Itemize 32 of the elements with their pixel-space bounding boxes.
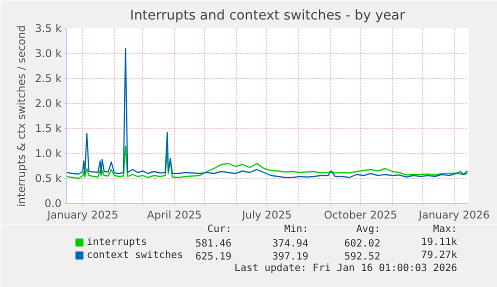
y-tick-label: 3.5 k <box>34 22 62 35</box>
legend-label: context switches <box>86 250 184 261</box>
x-tick-label: April 2025 <box>146 208 202 222</box>
text: Cur: <box>207 224 232 235</box>
text: 19.11k <box>421 237 458 248</box>
line-series <box>66 48 468 178</box>
y-axis-title: interrupts & ctx switches / second <box>14 25 28 207</box>
y-tick-label: 1.5 k <box>34 122 62 135</box>
x-tick-label: January 2026 <box>418 208 490 222</box>
text: 79.27k <box>421 250 458 261</box>
text: 602.02 <box>344 238 380 250</box>
text: 374.94 <box>272 238 308 250</box>
text: 397.19 <box>272 252 308 262</box>
y-tick-label: 3.0 k <box>34 47 62 60</box>
x-tick-label: January 2025 <box>46 208 118 222</box>
y-tick-label: 2.5 k <box>34 72 62 85</box>
text: Last update: Fri Jan 16 01:00:03 2026 <box>234 263 458 274</box>
text: Avg: <box>356 224 380 235</box>
text: Max: <box>433 224 458 235</box>
x-tick-label: July 2025 <box>241 208 292 222</box>
y-tick-label: 0.5 k <box>34 172 62 185</box>
text: 592.52 <box>344 252 380 262</box>
text: 625.19 <box>195 252 232 262</box>
text: Min: <box>284 224 308 235</box>
y-tick-label: 1.0 k <box>34 147 62 160</box>
line-series <box>66 145 468 180</box>
x-tick-label: October 2025 <box>324 208 398 222</box>
chart-title: Interrupts and context switches - by year <box>130 8 406 24</box>
text: 581.46 <box>195 238 232 250</box>
legend-label: interrupts <box>86 237 147 248</box>
y-tick-label: 0.0 <box>44 197 62 210</box>
y-tick-label: 2.0 k <box>34 97 62 110</box>
